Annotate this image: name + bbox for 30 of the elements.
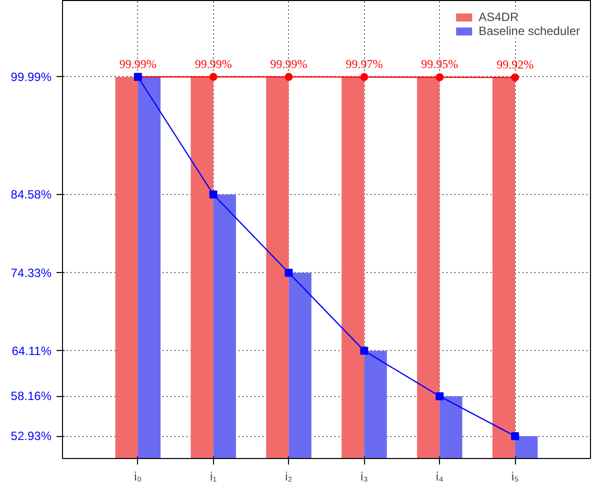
data-label: 99.99% bbox=[270, 56, 308, 71]
y-tick-label: 74.33% bbox=[10, 266, 52, 280]
legend-label: AS4DR bbox=[478, 10, 519, 24]
point bbox=[436, 73, 444, 82]
x-tick-label: i₂ bbox=[285, 470, 293, 484]
point bbox=[209, 190, 218, 199]
legend-label: Baseline scheduler bbox=[478, 24, 580, 38]
x-tick-label: i₃ bbox=[360, 470, 368, 484]
data-label: 99.99% bbox=[194, 56, 232, 71]
data-label: 99.92% bbox=[496, 57, 534, 72]
data-label: 99.99% bbox=[119, 56, 156, 71]
x-tick-label: i₁ bbox=[210, 470, 217, 484]
point bbox=[511, 432, 520, 440]
point bbox=[360, 346, 368, 355]
x-tick-label: i₅ bbox=[511, 470, 519, 484]
point bbox=[284, 268, 293, 277]
y-tick-label: 84.58% bbox=[10, 188, 52, 202]
y-tick-label: 58.16% bbox=[10, 389, 52, 404]
point bbox=[511, 73, 520, 82]
x-tick-label: i₀ bbox=[134, 470, 142, 484]
data-label: 99.97% bbox=[346, 57, 383, 72]
y-tick-label: 64.11% bbox=[12, 344, 52, 358]
point bbox=[284, 72, 293, 81]
y-tick-label: 99.99% bbox=[10, 70, 52, 84]
data-label: 99.95% bbox=[421, 57, 458, 72]
y-tick-label: 52.93% bbox=[10, 429, 52, 444]
x-tick-label: i₄ bbox=[436, 470, 444, 484]
point bbox=[360, 73, 368, 82]
point bbox=[209, 72, 218, 81]
point bbox=[436, 392, 444, 400]
